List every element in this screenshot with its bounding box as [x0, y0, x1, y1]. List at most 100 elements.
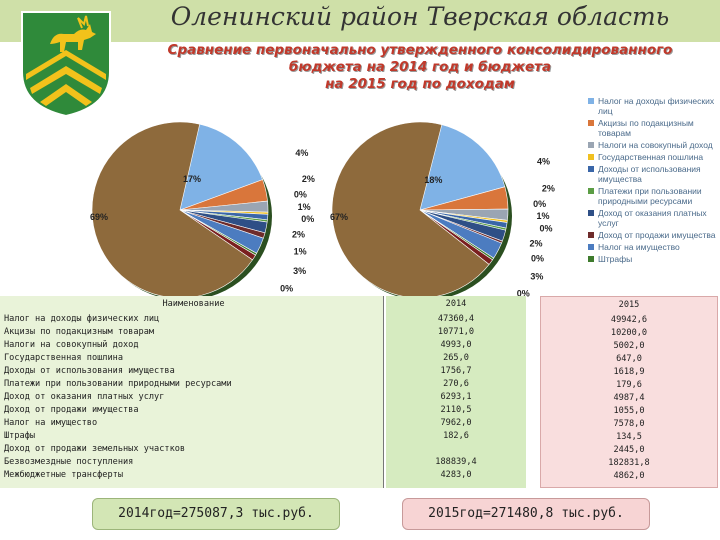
- legend-label: Платежи при пользовании природными ресур…: [598, 186, 702, 206]
- district-emblem: [21, 11, 111, 118]
- pie-chart-2015: 18%4%2%0%1%0%2%0%3%0%1%67%: [330, 121, 555, 300]
- pie-percent-label: 4%: [295, 148, 308, 158]
- legend-item: Налоги на совокупный доход: [588, 140, 720, 150]
- pie-percent-label: 69%: [90, 212, 108, 222]
- table-cell-y2014: 4993,0: [440, 340, 472, 350]
- table-cell-y2015: 49942,6: [610, 315, 648, 325]
- table-cell-y2014: 47360,4: [437, 314, 475, 324]
- pie-percent-label: 0%: [540, 223, 553, 233]
- table-cell-name: Акцизы по подакцизным товарам: [4, 327, 155, 337]
- table-cell-y2014: 2110,5: [440, 405, 472, 415]
- legend-item: Доход от продажи имущества: [588, 230, 720, 240]
- pie-percent-label: 0%: [301, 214, 314, 224]
- pie-percent-label: 0%: [280, 283, 293, 293]
- table-column-2014: 2014 47360,4 10771,0 4993,0 265,0 1756,7 270,…: [386, 296, 526, 488]
- pie-slice: [91, 121, 253, 299]
- table-cell-y2014: [386, 443, 526, 456]
- pie-percent-label: 0%: [533, 199, 546, 209]
- legend-item: Штрафы: [588, 254, 720, 264]
- legend-item: Налог на имущество: [588, 242, 720, 252]
- table-cell-y2014: 270,6: [443, 379, 469, 389]
- pie-percent-label: 17%: [183, 174, 201, 184]
- pie-percent-label: 2%: [292, 229, 305, 239]
- legend-swatch: [588, 232, 594, 238]
- legend-swatch: [588, 98, 594, 104]
- subtitle-line: бюджета на 2014 год и бюджета: [288, 59, 552, 75]
- table-cell-name: Штрафы: [4, 431, 36, 441]
- legend-swatch: [588, 210, 594, 216]
- pie-percent-label: 67%: [330, 212, 348, 222]
- table-cell-name: Налог на доходы физических лиц: [4, 314, 160, 324]
- total-2015: 2015год=271480,8 тыс.руб.: [402, 498, 650, 530]
- table-cell-y2014: 1756,7: [440, 366, 472, 376]
- table-cell-y2014: 188839,4: [435, 457, 477, 467]
- pie-percent-label: 0%: [517, 289, 530, 299]
- pie-chart-2014: 17%4%2%0%1%0%2%1%3%0%1%69%: [90, 121, 315, 300]
- table-cell-y2015: 2445,0: [613, 445, 645, 455]
- pie-percent-label: 3%: [530, 271, 543, 281]
- table-cell-y2014: 6293,1: [440, 392, 472, 402]
- subtitle-line: Сравнение первоначально утвержденного ко…: [167, 42, 673, 58]
- subtitle-line: на 2015 год по доходам: [325, 76, 515, 92]
- table-header-2014: 2014: [445, 299, 467, 309]
- table-header-name: Наименование: [162, 299, 225, 309]
- table-column-names: Наименование Налог на доходы физических …: [0, 296, 384, 488]
- pie-percent-label: 0%: [294, 190, 307, 200]
- table-cell-y2015: 1055,0: [613, 406, 645, 416]
- legend-swatch: [588, 244, 594, 250]
- legend-label: Штрафы: [598, 254, 633, 264]
- pie-percent-label: 1%: [294, 246, 307, 256]
- pie-charts: 17%4%2%0%1%0%2%1%3%0%1%69% 18%4%2%0%1%0%…: [90, 121, 555, 300]
- table-cell-name: Доход от продажи земельных участков: [4, 444, 186, 454]
- table-cell-y2014: 7962,0: [440, 418, 472, 428]
- pie-percent-label: 4%: [537, 156, 550, 166]
- table-cell-y2015: 4862,0: [613, 471, 645, 481]
- pie-percent-label: 2%: [302, 174, 315, 184]
- legend-label: Доход от оказания платных услуг: [598, 208, 707, 228]
- table-cell-name: Налоги на совокупный доход: [4, 340, 139, 350]
- table-cell-name: Доход от оказания платных услуг: [4, 392, 165, 402]
- table-cell-y2015: 179,6: [616, 380, 642, 390]
- table-cell-name: Налог на имущество: [4, 418, 98, 428]
- table-cell-name: Межбюджетные трансферты: [4, 470, 123, 480]
- legend-item: Платежи при пользовании природными ресур…: [588, 186, 720, 206]
- legend-item: Налог на доходы физических лиц: [588, 96, 720, 116]
- legend-swatch: [588, 154, 594, 160]
- pie-percent-label: 2%: [542, 183, 555, 193]
- legend-label: Акцизы по подакцизным товарам: [598, 118, 694, 138]
- legend-swatch: [588, 120, 594, 126]
- page-subtitle: Сравнение первоначально утвержденного ко…: [120, 42, 720, 93]
- legend-label: Доходы от использования имущества: [598, 164, 701, 184]
- title-banner: [0, 0, 720, 42]
- pie-slice: [331, 121, 490, 299]
- table-cell-name: Доход от продажи имущества: [4, 405, 139, 415]
- legend-swatch: [588, 256, 594, 262]
- table-cell-name: Государственная пошлина: [4, 353, 123, 363]
- table-header-2015: 2015: [618, 300, 640, 310]
- pie-percent-label: 1%: [536, 211, 549, 221]
- table-cell-name: Платежи при пользовании природными ресур…: [4, 379, 232, 389]
- table-cell-y2015: 134,5: [616, 432, 642, 442]
- legend-label: Государственная пошлина: [598, 152, 704, 162]
- table-cell-y2015: 182831,8: [608, 458, 650, 468]
- legend-swatch: [588, 166, 594, 172]
- table-cell-name: Безвозмездные поступления: [4, 457, 134, 467]
- legend-swatch: [588, 188, 594, 194]
- table-cell-y2014: 10771,0: [437, 327, 475, 337]
- legend-label: Доход от продажи имущества: [598, 230, 716, 240]
- table-cell-y2015: 4987,4: [613, 393, 645, 403]
- legend-label: Налоги на совокупный доход: [598, 140, 713, 150]
- table-cell-y2015: 7578,0: [613, 419, 645, 429]
- table-cell-y2015: 647,0: [616, 354, 642, 364]
- pie-percent-label: 0%: [531, 254, 544, 264]
- pie-percent-label: 1%: [298, 202, 311, 212]
- page-title: Оленинский район Тверская область: [170, 2, 670, 31]
- pie-percent-label: 3%: [293, 266, 306, 276]
- chart-legend: Налог на доходы физических лиц Акцизы по …: [588, 96, 720, 266]
- legend-item: Доход от оказания платных услуг: [588, 208, 720, 228]
- table-cell-y2015: 1618,9: [613, 367, 645, 377]
- legend-swatch: [588, 142, 594, 148]
- legend-label: Налог на доходы физических лиц: [598, 96, 715, 116]
- table-cell-y2014: 265,0: [443, 353, 469, 363]
- table-cell-y2014: 182,6: [443, 431, 469, 441]
